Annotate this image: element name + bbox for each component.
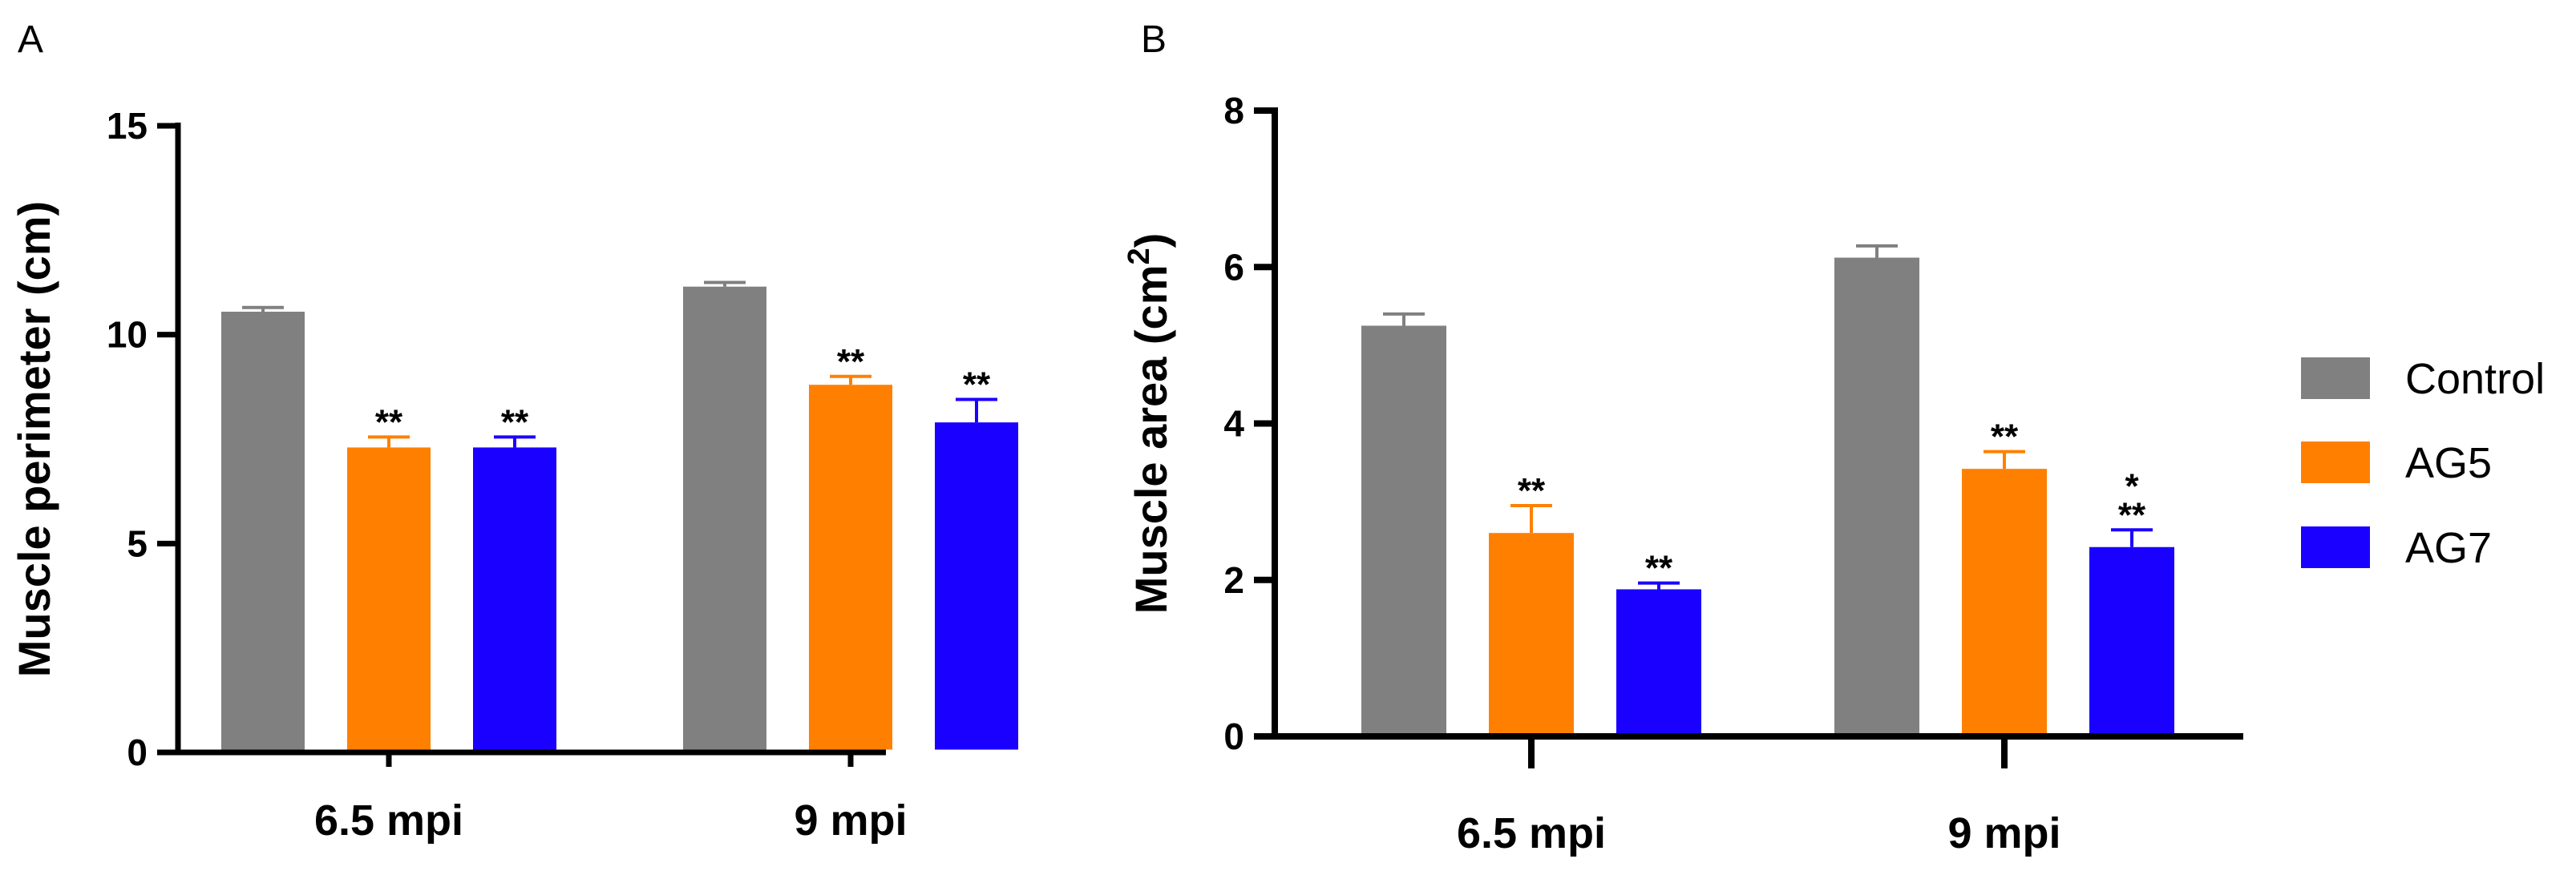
panel-b-category-label: 9 mpi (1947, 809, 2060, 857)
panel-a-bar-ag7-6-5-mpi (473, 447, 556, 750)
panel-a-category-label: 9 mpi (794, 796, 907, 845)
panel-b-bar-ag7-9-mpi (2089, 546, 2174, 733)
panel-b-significance-ag5-6-5-mpi: ** (1518, 471, 1546, 510)
panel-b-significance-ag5-9-mpi: ** (1991, 417, 2019, 457)
panel-b-y-axis-label-part: ) (1126, 233, 1176, 248)
panel-b-label: B (1141, 18, 1167, 61)
panel-a-bar-ag5-9-mpi (809, 385, 892, 750)
legend-swatch-ag7 (2301, 526, 2370, 568)
panel-a-chart: A 0 5 10 15 Muscle perimeter (cm) 6.5 mpi 9 mpi… (9, 18, 1018, 845)
panel-a-y-tick-label: 5 (127, 522, 148, 564)
panel-b-y-axis-label-part: Muscle area (cm (1126, 265, 1176, 615)
panel-b-y-axis-label: Muscle area (cm2) (1122, 233, 1176, 615)
panel-a-significance-ag5-9-mpi: ** (837, 342, 865, 381)
panel-a-y-tick-label: 0 (127, 732, 148, 773)
panel-a-bar-control-6-5-mpi (221, 311, 305, 750)
panel-a-significance-ag7-9-mpi: ** (963, 365, 991, 404)
panel-b-y-tick-label: 6 (1223, 246, 1244, 288)
panel-b-y-tick-label: 2 (1223, 559, 1244, 601)
panel-a-bar-ag5-6-5-mpi (347, 447, 431, 750)
legend-label-ag5: AG5 (2405, 439, 2492, 487)
panel-b-category-label: 6.5 mpi (1457, 809, 1606, 857)
panel-b-y-tick-label: 4 (1223, 403, 1244, 445)
panel-a-bar-ag7-9-mpi (935, 422, 1018, 750)
panel-a-y-tick-label: 15 (107, 105, 148, 147)
legend: Control AG5 AG7 (2301, 355, 2545, 572)
panel-b-y-tick-label: 0 (1223, 716, 1244, 757)
panel-a-y-tick-label: 10 (107, 314, 148, 356)
panel-a-significance-ag7-6-5-mpi: ** (501, 402, 529, 442)
panel-b-significance-ag7-9-mpi: * (2125, 466, 2139, 506)
panel-a-y-axis-label: Muscle perimeter (cm) (9, 201, 59, 677)
panel-b-bar-ag5-6-5-mpi (1489, 533, 1574, 733)
legend-label-ag7: AG7 (2405, 524, 2492, 572)
legend-swatch-ag5 (2301, 442, 2370, 483)
panel-b-y-axis-label-sup: 2 (1122, 248, 1156, 264)
panel-b-bar-ag7-6-5-mpi (1616, 589, 1701, 733)
panel-b-bar-control-6-5-mpi (1361, 325, 1446, 733)
panel-a-bar-control-9-mpi (683, 286, 766, 750)
legend-swatch-control (2301, 357, 2370, 399)
panel-b-significance-ag7-6-5-mpi: ** (1645, 549, 1673, 588)
panel-b-bar-control-9-mpi (1834, 257, 1919, 733)
panel-a-label: A (18, 18, 43, 61)
panel-a-category-label: 6.5 mpi (314, 796, 463, 845)
panel-b-bar-ag5-9-mpi (1962, 469, 2047, 733)
panel-a-significance-ag5-6-5-mpi: ** (375, 402, 403, 442)
panel-b-y-tick-label: 8 (1223, 90, 1244, 131)
legend-label-control: Control (2405, 355, 2545, 403)
panel-b-significance-ag7-9-mpi: ** (2118, 495, 2146, 534)
